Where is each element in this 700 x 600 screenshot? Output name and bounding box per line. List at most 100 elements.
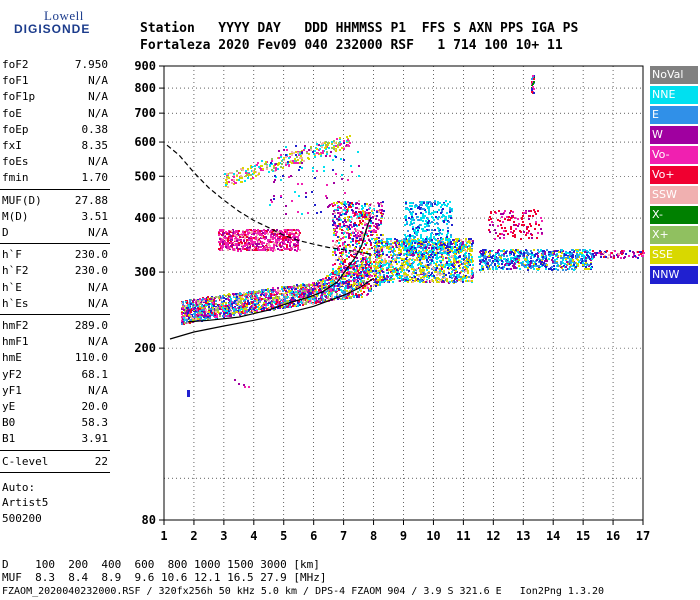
echo-dot [350,276,352,278]
echo-dot [247,300,249,302]
echo-dot [191,317,193,319]
echo-dot [229,302,231,304]
echo-dot [344,201,346,203]
echo-dot [306,152,308,154]
echo-dot [223,300,225,302]
param-name: hmF1 [2,335,29,349]
echo-dot [219,229,221,231]
x-tick-label: 1 [160,529,167,543]
echo-dot [263,307,265,309]
echo-dot [361,232,363,234]
echo-dot [366,263,368,265]
echo-dot [278,296,280,298]
echo-dot [297,248,299,250]
echo-dot [331,147,333,149]
echo-dot [230,300,232,302]
echo-dot [349,245,351,247]
echo-dot [226,233,228,235]
echo-dot [354,247,356,249]
echo-dot [344,259,346,261]
echo-dot [201,314,203,316]
echo-dot [302,304,304,306]
echo-dot [367,271,369,273]
echo-dot [227,242,229,244]
echo-dot [297,305,299,307]
echo-dot [316,152,318,154]
param-value: 230.0 [74,264,108,278]
echo-dot [309,302,311,304]
echo-dot [355,224,357,226]
echo-dot [454,246,456,248]
echo-dot [366,242,368,244]
echo-dot [248,174,250,176]
echo-dot [334,272,336,274]
echo-dot [277,289,279,291]
echo-dot [332,289,334,291]
echo-dot [338,142,340,144]
echo-dot [222,295,224,297]
y-tick-label: 500 [134,169,156,183]
echo-dot [353,256,355,258]
echo-dot [303,299,305,301]
echo-dot [247,168,249,170]
echo-dot [294,239,296,241]
echo-dot [362,210,364,212]
echo-dot [380,255,382,257]
echo-dot [441,268,443,270]
echo-dot [208,311,210,313]
echo-dot [238,239,240,241]
echo-dot [351,218,353,220]
echo-dot [303,160,305,162]
echo-dot [309,293,311,295]
echo-dot [316,295,318,297]
echo-dot [186,310,188,312]
echo-dot [332,213,334,215]
echo-dot [225,242,227,244]
echo-dot [270,293,272,295]
echo-dot [368,283,370,285]
echo-dot [352,266,354,268]
echo-dot [350,206,352,208]
echo-dot [252,291,254,293]
echo-dot [287,241,289,243]
echo-dot [332,282,334,284]
echo-dot [231,237,233,239]
echo-dot [215,300,217,302]
echo-dot [232,312,234,314]
echo-dot [364,222,366,224]
param-name: foF1 [2,74,29,88]
echo-dot [345,246,347,248]
echo-dot [279,307,281,309]
echo-dot [301,159,303,161]
echo-dot [408,270,410,272]
echo-dot [304,147,306,149]
echo-dot [272,299,274,301]
echo-dot [236,311,238,313]
echo-dot [314,150,316,152]
echo-dot [301,296,303,298]
echo-dot [366,212,368,214]
echo-dot [254,229,256,231]
echo-dot [230,235,232,237]
echo-dot [286,301,288,303]
echo-dot [183,309,185,311]
echo-dot [338,270,340,272]
echo-dot [356,240,358,242]
param-name: fmin [2,171,29,185]
echo-dot [346,232,348,234]
param-row: foF1 N/A [2,74,108,90]
echo-dot [251,166,253,168]
echo-dot [199,308,201,310]
echo-dot [240,313,242,315]
echo-dot [355,253,357,255]
echo-dot [262,168,264,170]
echo-dot [436,250,438,252]
echo-dot [280,238,282,240]
echo-dot [278,241,280,243]
echo-dot [239,296,241,298]
echo-dot [404,261,406,263]
echo-dot [339,245,341,247]
echo-dot [277,236,279,238]
echo-dot [299,292,301,294]
echo-dot [413,261,415,263]
